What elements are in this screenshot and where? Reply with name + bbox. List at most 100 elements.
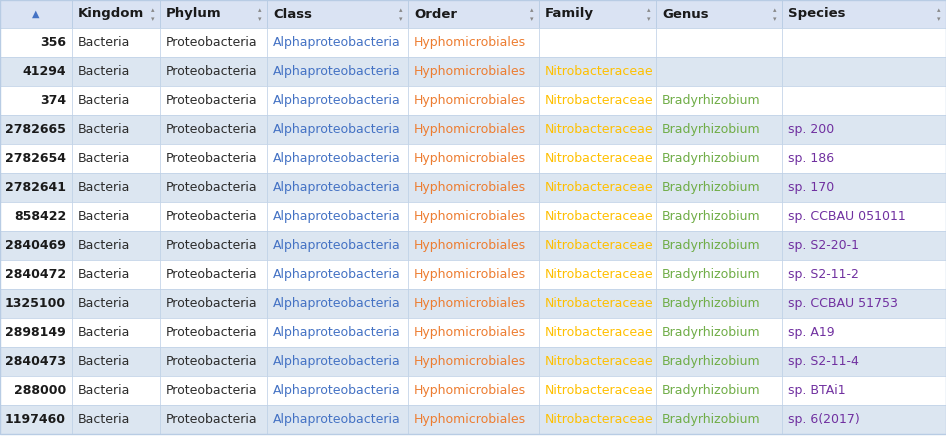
Text: Bacteria: Bacteria xyxy=(78,355,131,368)
Bar xyxy=(160,405,267,434)
Text: Hyphomicrobiales: Hyphomicrobiales xyxy=(414,239,526,252)
Bar xyxy=(72,173,160,202)
Bar xyxy=(0,115,72,144)
Text: ▾: ▾ xyxy=(258,16,262,22)
Text: Alphaproteobacteria: Alphaproteobacteria xyxy=(273,268,401,281)
Bar xyxy=(267,318,408,347)
Bar xyxy=(0,405,72,434)
Text: Bacteria: Bacteria xyxy=(78,94,131,107)
Bar xyxy=(539,289,656,318)
Bar xyxy=(408,318,539,347)
Text: 2840472: 2840472 xyxy=(5,268,66,281)
Text: Proteobacteria: Proteobacteria xyxy=(166,94,257,107)
Bar xyxy=(267,28,408,57)
Bar xyxy=(160,376,267,405)
Text: ▴: ▴ xyxy=(937,7,940,13)
Text: Nitrobacteraceae: Nitrobacteraceae xyxy=(545,123,654,136)
Bar xyxy=(656,376,782,405)
Text: Proteobacteria: Proteobacteria xyxy=(166,384,257,397)
Bar xyxy=(267,0,408,28)
Text: Bradyrhizobium: Bradyrhizobium xyxy=(662,123,761,136)
Text: 356: 356 xyxy=(40,36,66,49)
Bar xyxy=(782,28,946,57)
Bar xyxy=(656,28,782,57)
Bar xyxy=(408,57,539,86)
Bar xyxy=(656,86,782,115)
Text: Alphaproteobacteria: Alphaproteobacteria xyxy=(273,326,401,339)
Text: Nitrobacteraceae: Nitrobacteraceae xyxy=(545,268,654,281)
Text: ▴: ▴ xyxy=(531,7,534,13)
Text: Bacteria: Bacteria xyxy=(78,413,131,426)
Text: sp. 170: sp. 170 xyxy=(788,181,834,194)
Bar xyxy=(782,260,946,289)
Text: Alphaproteobacteria: Alphaproteobacteria xyxy=(273,152,401,165)
Bar xyxy=(656,231,782,260)
Bar xyxy=(267,173,408,202)
Bar xyxy=(782,318,946,347)
Text: Proteobacteria: Proteobacteria xyxy=(166,65,257,78)
Text: ▾: ▾ xyxy=(399,16,403,22)
Bar xyxy=(160,231,267,260)
Bar xyxy=(408,202,539,231)
Bar xyxy=(539,231,656,260)
Bar xyxy=(160,28,267,57)
Bar xyxy=(160,260,267,289)
Text: 2782641: 2782641 xyxy=(5,181,66,194)
Text: ▴: ▴ xyxy=(399,7,403,13)
Bar xyxy=(782,144,946,173)
Bar xyxy=(160,202,267,231)
Text: sp. 6(2017): sp. 6(2017) xyxy=(788,413,860,426)
Bar xyxy=(0,231,72,260)
Bar xyxy=(408,347,539,376)
Bar xyxy=(408,173,539,202)
Text: sp. CCBAU 51753: sp. CCBAU 51753 xyxy=(788,297,898,310)
Text: sp. A19: sp. A19 xyxy=(788,326,834,339)
Bar xyxy=(72,318,160,347)
Bar xyxy=(160,115,267,144)
Text: Hyphomicrobiales: Hyphomicrobiales xyxy=(414,36,526,49)
Bar xyxy=(656,173,782,202)
Text: Species: Species xyxy=(788,7,846,20)
Text: sp. BTAi1: sp. BTAi1 xyxy=(788,384,846,397)
Bar xyxy=(408,260,539,289)
Bar xyxy=(539,144,656,173)
Text: Nitrobacteraceae: Nitrobacteraceae xyxy=(545,355,654,368)
Bar xyxy=(72,289,160,318)
Text: Bradyrhizobium: Bradyrhizobium xyxy=(662,239,761,252)
Text: Nitrobacteraceae: Nitrobacteraceae xyxy=(545,297,654,310)
Bar xyxy=(782,289,946,318)
Text: Proteobacteria: Proteobacteria xyxy=(166,297,257,310)
Text: Hyphomicrobiales: Hyphomicrobiales xyxy=(414,297,526,310)
Text: ▲: ▲ xyxy=(32,9,40,19)
Bar xyxy=(782,231,946,260)
Bar xyxy=(160,57,267,86)
Text: Proteobacteria: Proteobacteria xyxy=(166,413,257,426)
Bar xyxy=(267,347,408,376)
Text: Proteobacteria: Proteobacteria xyxy=(166,181,257,194)
Bar xyxy=(539,57,656,86)
Bar xyxy=(160,289,267,318)
Text: Bacteria: Bacteria xyxy=(78,181,131,194)
Bar xyxy=(408,231,539,260)
Bar xyxy=(72,0,160,28)
Text: Proteobacteria: Proteobacteria xyxy=(166,268,257,281)
Text: Alphaproteobacteria: Alphaproteobacteria xyxy=(273,355,401,368)
Bar xyxy=(656,289,782,318)
Bar xyxy=(656,0,782,28)
Bar xyxy=(656,405,782,434)
Bar xyxy=(267,202,408,231)
Bar xyxy=(539,405,656,434)
Text: Hyphomicrobiales: Hyphomicrobiales xyxy=(414,326,526,339)
Text: Hyphomicrobiales: Hyphomicrobiales xyxy=(414,65,526,78)
Text: Nitrobacteraceae: Nitrobacteraceae xyxy=(545,413,654,426)
Text: Alphaproteobacteria: Alphaproteobacteria xyxy=(273,239,401,252)
Text: Alphaproteobacteria: Alphaproteobacteria xyxy=(273,413,401,426)
Bar xyxy=(160,318,267,347)
Bar xyxy=(539,260,656,289)
Bar xyxy=(267,86,408,115)
Text: Genus: Genus xyxy=(662,7,709,20)
Bar xyxy=(539,347,656,376)
Bar xyxy=(782,376,946,405)
Text: Hyphomicrobiales: Hyphomicrobiales xyxy=(414,268,526,281)
Bar xyxy=(0,260,72,289)
